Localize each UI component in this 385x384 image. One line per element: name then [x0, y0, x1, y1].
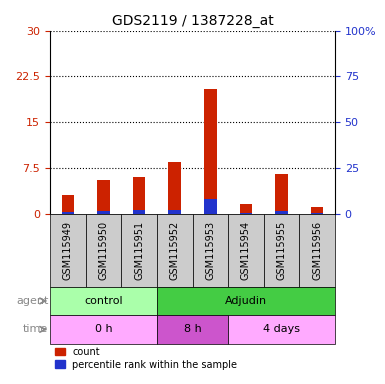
- Bar: [240, 213, 252, 214]
- Bar: [169, 210, 181, 214]
- Bar: [133, 177, 145, 214]
- Bar: [204, 89, 216, 214]
- Bar: [240, 204, 252, 214]
- Text: 4 days: 4 days: [263, 324, 300, 334]
- Text: agent: agent: [16, 296, 48, 306]
- Bar: [50, 315, 157, 344]
- Bar: [192, 214, 228, 287]
- Text: GSM115955: GSM115955: [276, 220, 286, 280]
- Bar: [275, 174, 288, 214]
- Bar: [50, 287, 157, 315]
- Bar: [97, 180, 110, 214]
- Bar: [204, 199, 216, 214]
- Text: GSM115956: GSM115956: [312, 220, 322, 280]
- Text: GSM115952: GSM115952: [170, 220, 180, 280]
- Bar: [311, 213, 323, 214]
- Text: GSM115950: GSM115950: [99, 220, 109, 280]
- Bar: [275, 211, 288, 214]
- Bar: [121, 214, 157, 287]
- Bar: [50, 214, 85, 287]
- Bar: [169, 162, 181, 214]
- Text: time: time: [23, 324, 48, 334]
- Bar: [97, 211, 110, 214]
- Bar: [264, 214, 300, 287]
- Bar: [300, 214, 335, 287]
- Bar: [157, 315, 228, 344]
- Text: GSM115953: GSM115953: [205, 220, 215, 280]
- Title: GDS2119 / 1387228_at: GDS2119 / 1387228_at: [112, 14, 273, 28]
- Bar: [62, 195, 74, 214]
- Legend: count, percentile rank within the sample: count, percentile rank within the sample: [55, 347, 238, 369]
- Bar: [228, 315, 335, 344]
- Bar: [133, 210, 145, 214]
- Text: 0 h: 0 h: [95, 324, 112, 334]
- Bar: [157, 287, 335, 315]
- Text: 8 h: 8 h: [184, 324, 201, 334]
- Bar: [157, 214, 192, 287]
- Text: GSM115951: GSM115951: [134, 220, 144, 280]
- Bar: [228, 214, 264, 287]
- Bar: [62, 212, 74, 214]
- Text: Adjudin: Adjudin: [225, 296, 267, 306]
- Bar: [311, 207, 323, 214]
- Bar: [85, 214, 121, 287]
- Text: GSM115954: GSM115954: [241, 220, 251, 280]
- Text: GSM115949: GSM115949: [63, 221, 73, 280]
- Text: control: control: [84, 296, 123, 306]
